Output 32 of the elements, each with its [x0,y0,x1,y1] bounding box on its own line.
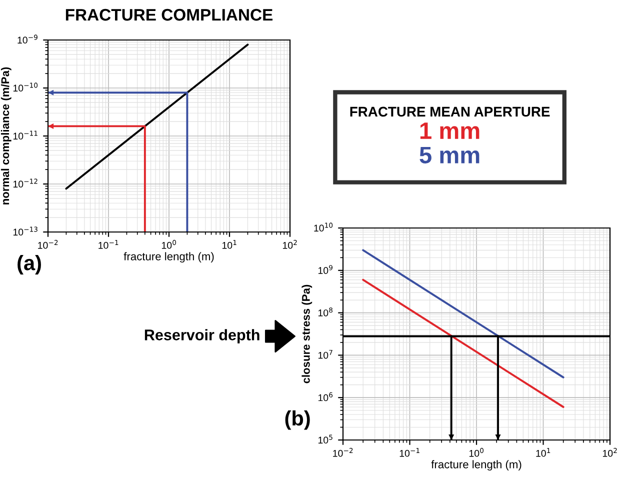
y-tick-label: 10$^{7}$ [318,350,332,359]
x-tick-label: 10$^{1}$ [536,448,550,457]
x-axis-title: fracture length (m) [124,252,214,263]
x-tick-label: 10$^{−1}$ [400,448,420,457]
y-tick-label: 10$^{6}$ [318,392,333,402]
x-tick-label: 10$^{1}$ [222,240,236,249]
y-tick-label: 10$^{−12}$ [13,178,38,188]
text: (a) [18,255,41,274]
x-tick-label: 10$^{2}$ [282,240,297,249]
y-tick-label: 10$^{−11}$ [13,130,38,140]
x-tick-label: 10$^{−1}$ [98,240,118,249]
legend-title: FRACTURE MEAN APERTURE [350,106,550,117]
x-tick-label: 10$^{0}$ [469,448,484,457]
y-tick-label: 10$^{5}$ [318,434,332,444]
y-axis-title: normal compliance (m/Pa) [0,67,12,204]
y-tick-label: 10$^{−10}$ [13,82,38,92]
chart-title: FRACTURE COMPLIANCE [66,8,273,21]
text: 1 mm [420,122,480,139]
x-tick-label: 10$^{−2}$ [38,240,58,249]
y-tick-label: 10$^{9}$ [318,265,332,274]
x-axis-title: fracture length (m) [431,460,522,471]
ref-line-label: Reservoir depth [144,329,260,344]
y-tick-label: 10$^{−13}$ [13,226,38,236]
y-axis-title: closure stress (Pa) [302,284,312,384]
y-tick-label: 10$^{8}$ [318,307,332,316]
text: 5 mm [420,146,480,164]
y-tick-label: 10$^{−9}$ [18,34,38,44]
x-tick-label: 10$^{0}$ [162,240,176,249]
x-tick-label: 10$^{−2}$ [333,448,353,457]
text: (b) [285,410,310,430]
y-tick-label: 10$^{10}$ [314,222,333,232]
x-tick-label: 10$^{2}$ [602,448,617,457]
